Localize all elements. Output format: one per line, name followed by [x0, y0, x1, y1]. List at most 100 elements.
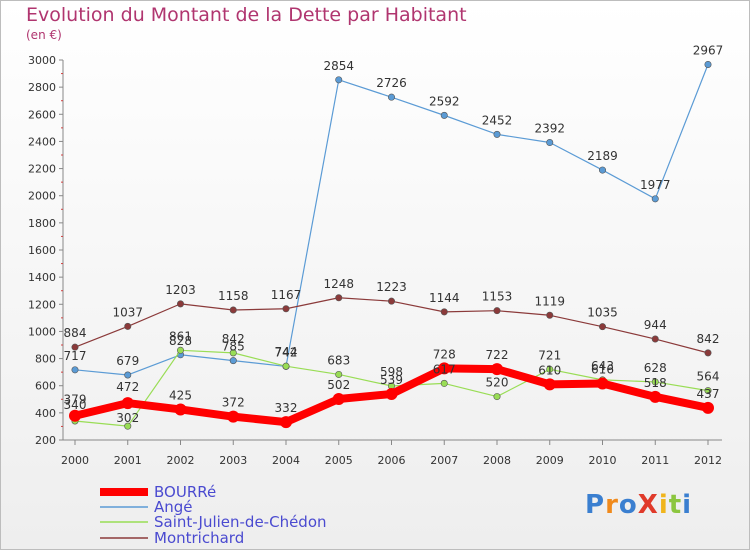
data-point	[229, 306, 237, 314]
data-point	[598, 323, 606, 331]
data-label: 742	[275, 345, 298, 359]
chart-unit: (en €)	[26, 28, 62, 42]
data-label: 722	[486, 348, 509, 362]
data-point	[491, 363, 503, 376]
data-point	[493, 130, 501, 138]
x-tick-label: 2003	[219, 454, 247, 467]
data-label: 2592	[429, 94, 460, 108]
data-point	[335, 370, 343, 378]
data-point	[651, 195, 659, 203]
logo-letter: i	[682, 490, 693, 520]
data-label: 744	[275, 345, 298, 359]
logo-letter: o	[618, 490, 638, 520]
data-label: 502	[327, 378, 350, 392]
data-point	[385, 387, 398, 400]
x-tick-label: 2009	[536, 454, 564, 467]
data-label: 2189	[587, 149, 618, 163]
data-point	[174, 403, 187, 416]
data-label: 1167	[271, 288, 302, 302]
proxiti-logo: ProXiti	[585, 490, 692, 520]
x-tick-label: 2011	[641, 454, 669, 467]
data-point	[546, 311, 554, 319]
logo-letter: r	[605, 490, 619, 520]
y-tick-label: 3000	[28, 54, 56, 67]
data-label: 518	[644, 376, 667, 390]
data-label: 785	[222, 340, 245, 354]
logo-letter: P	[585, 490, 606, 520]
data-label: 861	[169, 329, 192, 343]
data-label: 616	[591, 363, 614, 377]
legend-label: BOURRé	[154, 483, 216, 501]
data-point	[598, 166, 606, 174]
data-point	[282, 362, 290, 370]
logo-letter: X	[637, 490, 659, 520]
data-label: 728	[433, 347, 456, 361]
data-point	[280, 416, 292, 429]
data-point	[440, 111, 448, 119]
y-tick-label: 800	[35, 353, 56, 366]
data-label: 842	[222, 332, 245, 346]
data-label: 2392	[534, 122, 565, 136]
y-tick-label: 1800	[28, 217, 56, 230]
legend-label: Montrichard	[154, 529, 244, 547]
data-point	[651, 335, 659, 343]
data-point	[227, 410, 240, 423]
data-label: 610	[538, 363, 561, 377]
y-tick-label: 1000	[28, 325, 56, 338]
data-point	[493, 307, 501, 315]
data-point	[704, 387, 712, 395]
x-tick-label: 2008	[483, 454, 511, 467]
data-label: 425	[169, 388, 192, 402]
data-point	[69, 409, 81, 422]
x-tick-label: 2005	[325, 454, 353, 467]
data-label: 828	[169, 334, 192, 348]
data-label: 717	[64, 349, 87, 363]
x-tick-label: 2004	[272, 454, 300, 467]
data-point	[387, 93, 395, 101]
data-point	[229, 349, 237, 357]
data-label: 598	[380, 365, 403, 379]
y-tick-label: 1200	[28, 298, 56, 311]
legend-label: Saint-Julien-de-Chédon	[154, 513, 327, 531]
data-label: 628	[644, 361, 667, 375]
data-point	[543, 378, 556, 391]
data-point	[440, 379, 448, 387]
y-tick-label: 200	[35, 434, 56, 447]
data-label: 842	[697, 332, 720, 346]
data-point	[332, 393, 345, 406]
data-label: 1035	[587, 306, 618, 320]
x-tick-label: 2012	[694, 454, 722, 467]
y-tick-label: 1600	[28, 244, 56, 257]
data-point	[229, 357, 237, 365]
data-label: 944	[644, 318, 667, 332]
data-point	[177, 300, 185, 308]
y-tick-label: 2000	[28, 190, 56, 203]
data-point	[440, 308, 448, 316]
y-tick-label: 2200	[28, 163, 56, 176]
data-point	[124, 422, 132, 430]
data-point	[335, 76, 343, 84]
data-label: 379	[64, 393, 87, 407]
x-tick-label: 2007	[430, 454, 458, 467]
y-tick-label: 1400	[28, 271, 56, 284]
data-point	[596, 377, 609, 390]
data-point	[546, 139, 554, 147]
y-tick-label: 400	[35, 407, 56, 420]
data-point	[282, 305, 290, 313]
data-label: 1158	[218, 289, 249, 303]
data-label: 2854	[323, 59, 354, 73]
data-label: 1119	[534, 294, 565, 308]
data-point	[546, 365, 554, 373]
y-tick-label: 2400	[28, 135, 56, 148]
data-point	[649, 390, 662, 403]
data-label: 1153	[482, 290, 513, 304]
data-label: 679	[116, 354, 139, 368]
x-tick-label: 2001	[114, 454, 142, 467]
data-label: 721	[538, 348, 561, 362]
x-tick-label: 2000	[61, 454, 89, 467]
logo-letter: t	[668, 490, 683, 520]
legend-label: Angé	[154, 498, 193, 516]
y-tick-label: 2800	[28, 81, 56, 94]
data-label: 564	[697, 370, 720, 384]
